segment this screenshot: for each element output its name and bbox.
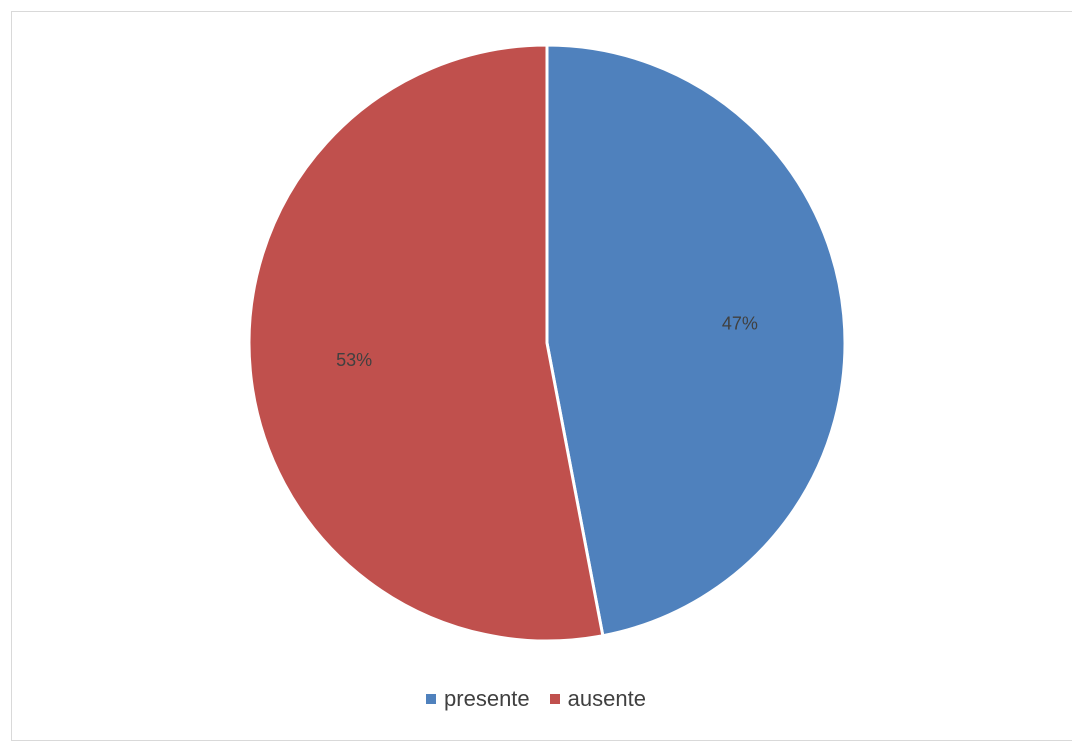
legend-swatch-presente (426, 694, 437, 704)
legend-swatch-ausente (549, 694, 560, 704)
legend-item-ausente: ausente (549, 686, 646, 712)
legend-item-presente: presente (426, 686, 530, 712)
pie-slice-ausente (247, 43, 605, 643)
data-label-presente: 47% (722, 314, 758, 334)
legend-label-ausente: ausente (567, 686, 646, 711)
legend: presente ausente (0, 686, 1072, 712)
legend-label-presente: presente (444, 686, 530, 711)
pie-slice-presente (545, 43, 847, 638)
pie-data-labels: 47% 53% (336, 314, 758, 370)
pie-slices (247, 43, 847, 643)
data-label-ausente: 53% (336, 350, 372, 370)
